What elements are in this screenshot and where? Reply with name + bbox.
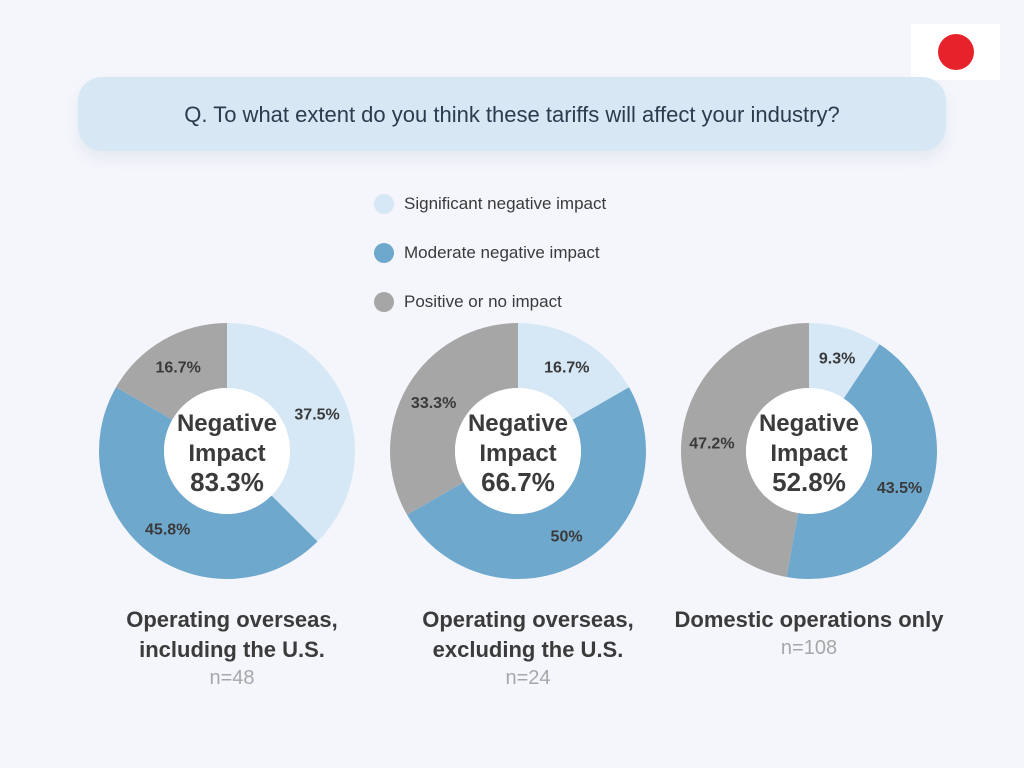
donut-hole [746,388,872,514]
slice-label: 16.7% [155,360,200,377]
question-text: Q. To what extent do you think these tar… [184,101,840,127]
center-label: Negative [759,410,859,437]
legend-item-moderate: Moderate negative impact [374,241,694,265]
legend-item-significant: Significant negative impact [374,192,694,216]
donut-slice [809,323,880,399]
japan-flag-icon [911,24,1000,80]
legend-label-significant: Significant negative impact [404,194,607,213]
chart-legend: Significant negative impact Moderate neg… [374,192,694,339]
donut-slice [786,344,937,579]
donut-slice [390,323,518,515]
category-label: Operating overseas, including the U.S. [126,607,338,662]
legend-swatch-moderate [374,243,394,263]
caption-1: Operating overseas, including the U.S. n… [82,605,382,691]
center-value: 66.7% [481,467,555,497]
legend-label-positive: Positive or no impact [404,292,562,311]
category-label: Domestic operations only [674,607,944,632]
donut-hole [455,388,581,514]
slice-label: 37.5% [294,407,339,424]
caption-2: Operating overseas, excluding the U.S. n… [378,605,678,691]
donut-slice [227,323,355,542]
legend-item-positive: Positive or no impact [374,290,694,314]
slice-label: 45.8% [145,521,190,538]
legend-swatch-significant [374,194,394,214]
slice-label: 50% [551,529,583,546]
sample-size: n=108 [780,637,838,659]
legend-label-moderate: Moderate negative impact [404,243,600,262]
center-value: 83.3% [190,467,264,497]
donut-slice [116,323,227,420]
center-value: 52.8% [772,467,846,497]
slice-label: 47.2% [689,435,734,452]
slice-label: 33.3% [411,395,456,412]
center-label: Impact [479,440,556,467]
donut-slice [518,323,629,420]
center-label: Impact [770,440,847,467]
sample-size: n=24 [505,667,551,689]
center-label: Negative [177,410,277,437]
caption-3: Domestic operations only n=108 [659,605,959,661]
slice-label: 43.5% [877,480,922,497]
flag-sun [937,34,974,70]
center-label: Negative [468,410,568,437]
center-label: Impact [188,440,265,467]
slice-label: 16.7% [544,360,589,377]
donut-slice [681,323,809,578]
slice-label: 9.3% [819,351,855,368]
donut-slice [407,387,646,579]
legend-swatch-positive [374,292,394,312]
donut-slice [99,387,318,579]
category-label: Operating overseas, excluding the U.S. [422,607,634,662]
question-banner: Q. To what extent do you think these tar… [78,77,946,151]
sample-size: n=48 [209,667,255,689]
donut-hole [164,388,290,514]
